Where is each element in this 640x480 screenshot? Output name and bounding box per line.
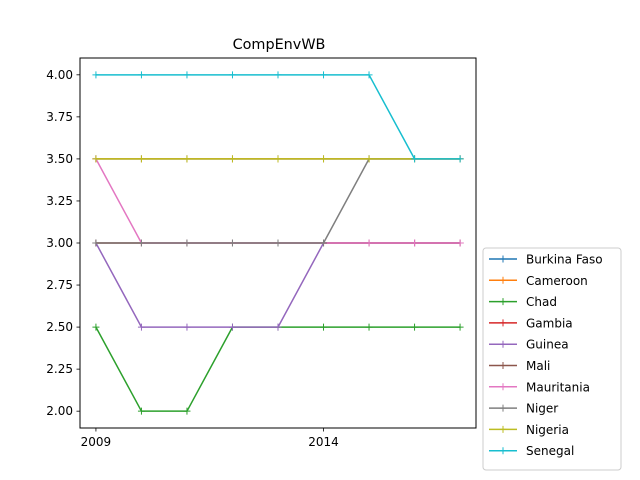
- legend-item: Guinea: [489, 338, 569, 352]
- data-point: [320, 71, 328, 79]
- series-chad: [92, 323, 464, 415]
- data-point: [411, 323, 419, 331]
- data-point: [183, 239, 191, 247]
- legend-marker: [499, 298, 507, 306]
- y-tick-label: 3.50: [46, 152, 73, 166]
- data-point: [365, 155, 373, 163]
- legend-label: Mauritania: [526, 380, 590, 394]
- y-tick-label: 2.75: [46, 278, 73, 292]
- legend-item: Chad: [489, 295, 557, 309]
- legend-item: Gambia: [489, 316, 573, 330]
- legend-label: Guinea: [526, 338, 569, 352]
- y-tick-label: 3.25: [46, 194, 73, 208]
- data-point: [228, 155, 236, 163]
- data-point: [92, 239, 100, 247]
- legend-item: Mali: [489, 359, 550, 373]
- legend-label: Nigeria: [526, 423, 569, 437]
- data-point: [274, 239, 282, 247]
- legend-marker: [499, 447, 507, 455]
- series-niger: [92, 155, 464, 247]
- legend-marker: [499, 319, 507, 327]
- data-point: [92, 71, 100, 79]
- legend-frame: [482, 247, 622, 471]
- legend-marker: [499, 425, 507, 433]
- legend-item: Nigeria: [489, 423, 569, 437]
- y-tick-label: 4.00: [46, 68, 73, 82]
- x-tick-label: 2009: [81, 435, 112, 449]
- data-point: [183, 323, 191, 331]
- legend-label: Mali: [526, 359, 550, 373]
- series-line: [95, 242, 461, 328]
- y-axis: 2.00 2.25 2.50 2.75 3.00 3.25 3.50 3.75 4.00: [46, 68, 80, 418]
- data-point: [365, 323, 373, 331]
- legend: Burkina Faso Cameroon Chad Gambia Guinea Mali…: [482, 247, 622, 471]
- data-point: [320, 239, 328, 247]
- series-senegal: [92, 71, 464, 163]
- legend-marker: [499, 404, 507, 412]
- legend-label: Niger: [526, 402, 558, 416]
- data-point: [92, 155, 100, 163]
- series-line: [95, 74, 461, 160]
- legend-item: Mauritania: [489, 380, 590, 394]
- data-point: [365, 239, 373, 247]
- data-point: [228, 71, 236, 79]
- legend-label: Chad: [526, 295, 557, 309]
- data-point: [320, 155, 328, 163]
- legend-label: Senegal: [526, 444, 574, 458]
- data-point: [365, 71, 373, 79]
- data-point: [183, 407, 191, 415]
- data-point: [456, 323, 464, 331]
- y-tick-label: 2.25: [46, 362, 73, 376]
- data-point: [137, 323, 145, 331]
- data-point: [274, 71, 282, 79]
- legend-marker: [499, 383, 507, 391]
- legend-marker: [499, 362, 507, 369]
- data-point: [183, 155, 191, 163]
- y-tick-label: 3.00: [46, 236, 73, 250]
- data-point: [137, 239, 145, 247]
- x-axis: 2009 2014: [81, 428, 339, 449]
- data-point: [456, 239, 464, 247]
- y-tick-label: 3.75: [46, 110, 73, 124]
- data-point: [274, 155, 282, 163]
- legend-item: Burkina Faso: [489, 253, 603, 267]
- series-line: [95, 158, 461, 244]
- legend-label: Cameroon: [526, 274, 588, 288]
- y-tick-label: 2.00: [46, 404, 73, 418]
- legend-item: Senegal: [489, 444, 574, 458]
- series-guinea: [92, 239, 464, 331]
- legend-item: Niger: [489, 402, 558, 416]
- data-point: [411, 239, 419, 247]
- legend-marker: [499, 255, 507, 263]
- chart-title: CompEnvWB: [233, 37, 326, 53]
- legend-item: Cameroon: [489, 274, 588, 288]
- legend-marker: [499, 276, 507, 284]
- y-tick-label: 2.50: [46, 320, 73, 334]
- data-point: [228, 323, 236, 331]
- x-tick-label: 2014: [308, 435, 339, 449]
- data-point: [274, 323, 282, 331]
- legend-label: Burkina Faso: [526, 253, 603, 267]
- series-mauritania: [92, 155, 464, 247]
- series-line: [95, 158, 461, 244]
- legend-label: Gambia: [526, 316, 573, 330]
- data-point: [456, 155, 464, 163]
- series-line: [95, 326, 461, 412]
- plot-area: [92, 71, 464, 415]
- series-nigeria: [92, 155, 464, 163]
- data-point: [137, 407, 145, 415]
- data-point: [137, 155, 145, 163]
- axes-frame: [79, 57, 477, 429]
- data-point: [411, 155, 419, 163]
- data-point: [92, 323, 100, 331]
- data-point: [228, 239, 236, 247]
- data-point: [137, 71, 145, 79]
- data-point: [183, 71, 191, 79]
- data-point: [320, 323, 328, 331]
- legend-marker: [499, 340, 507, 348]
